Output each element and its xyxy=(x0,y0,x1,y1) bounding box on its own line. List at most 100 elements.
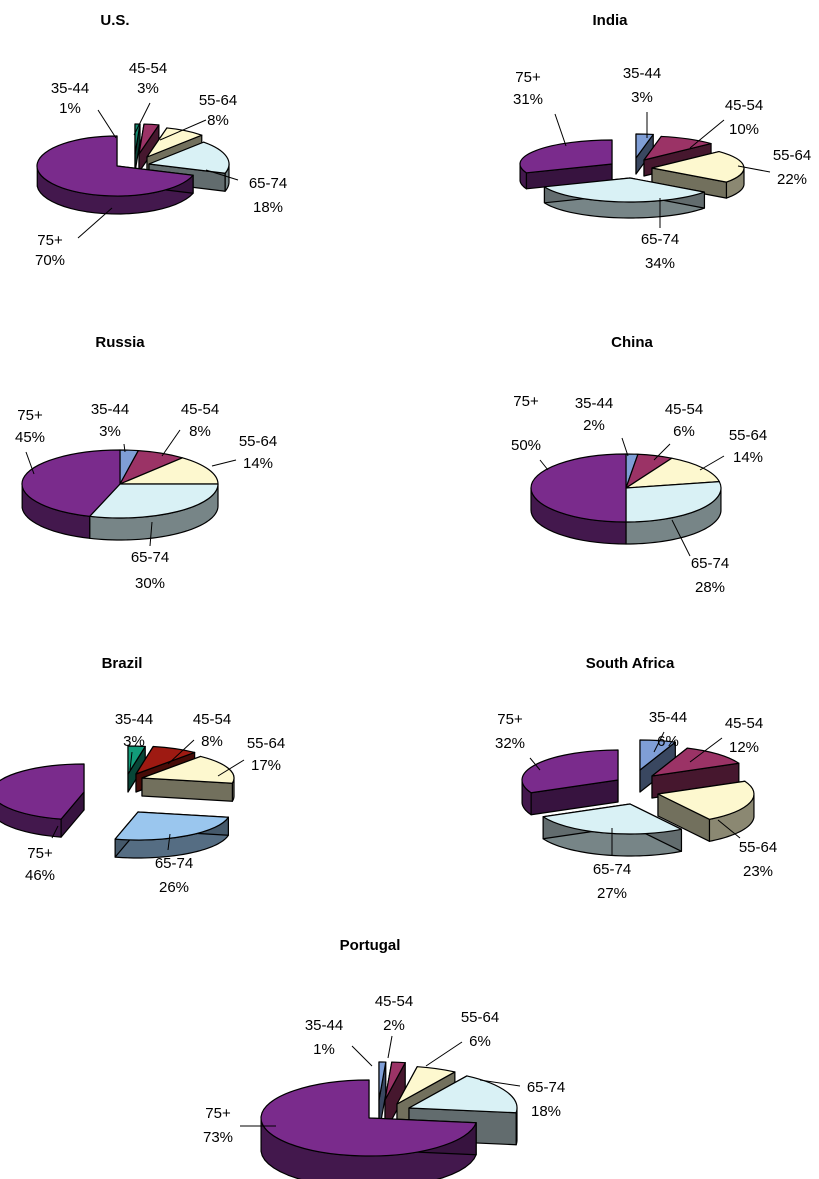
slice-category-label: 35-44 xyxy=(115,711,153,728)
leader-line xyxy=(149,521,153,547)
slice-value-label: 2% xyxy=(383,1017,405,1034)
slice-value-label: 6% xyxy=(673,423,695,440)
pie-slice-75+ xyxy=(519,139,613,174)
leader-line xyxy=(161,429,181,457)
chart-title: India xyxy=(592,12,628,29)
chart-title: Russia xyxy=(95,334,145,351)
chart-title: Brazil xyxy=(102,655,143,672)
leader-line xyxy=(699,455,725,471)
slice-value-label: 3% xyxy=(99,423,121,440)
leader-line xyxy=(97,109,117,139)
pie-slice-55-64 xyxy=(146,127,203,158)
slice-value-label: 1% xyxy=(59,100,81,117)
slice-value-label: 34% xyxy=(645,255,675,272)
pie-chart-china: China 35-44 2% 45-54 6% 55-64 14% 65-74 28% 75+ 50… xyxy=(511,334,767,596)
slice-value-label: 1% xyxy=(313,1041,335,1058)
slice-value-label: 6% xyxy=(469,1033,491,1050)
chart-title: U.S. xyxy=(100,12,129,29)
slice-value-label: 32% xyxy=(495,735,525,752)
pie-tops xyxy=(521,739,755,835)
slice-value-label: 14% xyxy=(243,455,273,472)
slice-category-label: 75+ xyxy=(497,711,523,728)
slice-value-label: 28% xyxy=(695,579,725,596)
slice-labels: 35-44 6% 45-54 12% 55-64 23% 65-74 27% 75+ 32% xyxy=(495,709,777,902)
slice-category-label: 65-74 xyxy=(527,1079,565,1096)
pie-tops xyxy=(519,133,745,203)
pie-slice-35-44 xyxy=(378,1061,387,1101)
slice-value-label: 14% xyxy=(733,449,763,466)
slice-value-label: 31% xyxy=(513,91,543,108)
pie-slice-65-74 xyxy=(89,483,219,519)
pie-slice-65-74 xyxy=(408,1075,518,1114)
slice-value-label: 3% xyxy=(631,89,653,106)
slice-value-label: 3% xyxy=(137,80,159,97)
slice-category-label: 45-54 xyxy=(375,993,413,1010)
slice-value-label: 45% xyxy=(15,429,45,446)
pie-slice-55-64 xyxy=(396,1066,456,1105)
slice-labels: 35-44 1% 45-54 2% 55-64 6% 65-74 18% 75+ 73% xyxy=(203,993,565,1146)
slice-category-label: 55-64 xyxy=(247,735,285,752)
leader-line xyxy=(671,519,691,557)
slice-category-label: 75+ xyxy=(17,407,43,424)
leader-line xyxy=(159,119,207,141)
slice-category-label: 35-44 xyxy=(575,395,613,412)
leader-line xyxy=(351,1045,373,1067)
pie-chart-south-africa: South Africa 35-44 6% 45-54 12% 55-64 23% 65-74… xyxy=(495,655,777,902)
slice-value-label: 18% xyxy=(253,199,283,216)
slice-category-label: 45-54 xyxy=(193,711,231,728)
pie-chart-russia: Russia 35-44 3% 45-54 8% 55-64 14% 65-74 30% 75+ 4… xyxy=(15,334,277,592)
leader-line xyxy=(387,1035,393,1059)
slice-value-label: 26% xyxy=(159,879,189,896)
pie-slice-75+ xyxy=(260,1079,477,1157)
pie-slice-55-64 xyxy=(657,780,755,820)
slice-value-label: 27% xyxy=(597,885,627,902)
leader-line xyxy=(217,759,245,777)
slice-labels: 35-44 3% 45-54 8% 55-64 17% 65-74 26% 75+ 46% xyxy=(25,711,285,896)
slice-value-label: 17% xyxy=(251,757,281,774)
leader-line xyxy=(425,1041,463,1067)
slice-value-label: 10% xyxy=(729,121,759,138)
leader-line xyxy=(737,165,771,173)
leader-line xyxy=(129,751,133,771)
slice-category-label: 55-64 xyxy=(199,92,237,109)
slice-category-label: 75+ xyxy=(515,69,541,86)
pie-slice-35-44 xyxy=(635,133,654,159)
pie-slice-45-54 xyxy=(651,747,740,777)
slice-value-label: 6% xyxy=(657,733,679,750)
slice-category-label: 65-74 xyxy=(155,855,193,872)
chart-title: Portugal xyxy=(340,937,401,954)
slice-category-label: 35-44 xyxy=(91,401,129,418)
leader-line xyxy=(205,169,239,181)
slice-labels: 35-44 2% 45-54 6% 55-64 14% 65-74 28% 75+ 50% xyxy=(511,393,767,596)
leader-line xyxy=(167,739,195,765)
slice-category-label: 75+ xyxy=(27,845,53,862)
leader-line xyxy=(51,825,59,839)
leader-line xyxy=(539,459,549,471)
slice-value-label: 70% xyxy=(35,252,65,269)
pie-tops xyxy=(36,123,230,197)
leader-line xyxy=(653,731,665,753)
slice-value-label: 12% xyxy=(729,739,759,756)
slice-value-label: 8% xyxy=(189,423,211,440)
leader-line xyxy=(479,1079,521,1087)
slice-category-label: 45-54 xyxy=(725,715,763,732)
leader-line xyxy=(123,443,126,453)
slice-value-label: 50% xyxy=(511,437,541,454)
slice-category-label: 75+ xyxy=(37,232,63,249)
leader-line xyxy=(25,451,35,475)
pie-tops xyxy=(530,453,722,523)
pie-slice-55-64 xyxy=(119,457,219,485)
slice-category-label: 55-64 xyxy=(773,147,811,164)
slice-value-label: 22% xyxy=(777,171,807,188)
slice-category-label: 45-54 xyxy=(665,401,703,418)
slice-category-label: 35-44 xyxy=(51,80,89,97)
pie-tops xyxy=(21,449,219,519)
leader-line xyxy=(167,833,171,851)
pie-chart-brazil: Brazil 35-44 3% 45-54 8% 55-64 17% 65-74 26% 75+ 4… xyxy=(0,655,285,896)
leader-line xyxy=(554,113,567,147)
slice-category-label: 55-64 xyxy=(239,433,277,450)
slice-value-label: 73% xyxy=(203,1129,233,1146)
pie-slice-65-74 xyxy=(114,811,229,841)
slice-category-label: 45-54 xyxy=(129,60,167,77)
